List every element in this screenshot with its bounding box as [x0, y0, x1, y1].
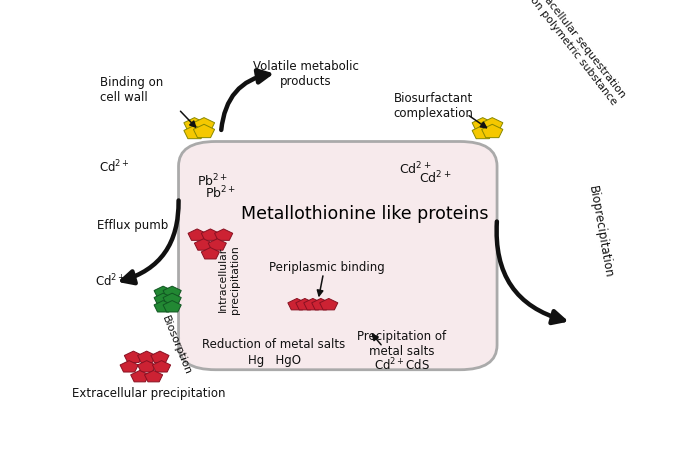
Polygon shape: [193, 125, 214, 138]
Text: Cd$^{2+}$: Cd$^{2+}$: [95, 272, 126, 289]
Polygon shape: [138, 351, 155, 363]
Polygon shape: [288, 299, 306, 310]
Polygon shape: [163, 293, 182, 305]
Polygon shape: [154, 293, 172, 305]
Polygon shape: [124, 351, 142, 363]
Text: Efflux pumb: Efflux pumb: [97, 218, 169, 231]
Text: Biosurfactant
complexation: Biosurfactant complexation: [393, 91, 473, 119]
Polygon shape: [312, 299, 330, 310]
Polygon shape: [163, 287, 182, 298]
Polygon shape: [193, 118, 214, 131]
Text: Hg   HgO: Hg HgO: [247, 353, 301, 366]
Polygon shape: [482, 125, 503, 138]
Polygon shape: [154, 301, 172, 312]
Polygon shape: [320, 299, 338, 310]
Text: Bioprecipitation: Bioprecipitation: [586, 184, 615, 278]
Polygon shape: [184, 118, 205, 131]
Text: Periplasmic binding: Periplasmic binding: [269, 260, 385, 273]
FancyBboxPatch shape: [179, 142, 497, 370]
Polygon shape: [120, 361, 138, 372]
Text: Extracellular sequestration
on polymetric substance: Extracellular sequestration on polymetri…: [521, 0, 627, 107]
Text: Cd$^{2+}$CdS: Cd$^{2+}$CdS: [373, 356, 429, 373]
Text: Pb$^{2+}$: Pb$^{2+}$: [197, 172, 228, 189]
Polygon shape: [303, 299, 322, 310]
Polygon shape: [195, 239, 212, 251]
Text: Extracellular precipitation: Extracellular precipitation: [71, 386, 225, 399]
Text: Precipitation of
metal salts: Precipitation of metal salts: [357, 330, 446, 358]
Polygon shape: [201, 229, 219, 241]
Polygon shape: [296, 299, 314, 310]
Polygon shape: [145, 371, 162, 382]
Polygon shape: [188, 229, 206, 241]
Text: Cd$^{2+}$: Cd$^{2+}$: [99, 158, 129, 175]
Polygon shape: [153, 361, 171, 372]
Polygon shape: [154, 287, 172, 298]
Text: Intracellular
precipitation: Intracellular precipitation: [218, 244, 240, 313]
Polygon shape: [163, 301, 182, 312]
Text: Cd$^{2+}$: Cd$^{2+}$: [419, 170, 451, 186]
Text: Reduction of metal salts: Reduction of metal salts: [203, 337, 346, 350]
Text: Cd$^{2+}$: Cd$^{2+}$: [399, 160, 432, 177]
Text: Pb$^{2+}$: Pb$^{2+}$: [205, 185, 236, 201]
Text: Binding on
cell wall: Binding on cell wall: [101, 76, 164, 104]
Polygon shape: [131, 371, 149, 382]
Polygon shape: [482, 118, 503, 131]
Polygon shape: [151, 351, 169, 363]
Polygon shape: [208, 239, 226, 251]
Text: Biosorption: Biosorption: [160, 314, 192, 376]
Polygon shape: [214, 229, 233, 241]
Text: Metallothionine like proteins: Metallothionine like proteins: [240, 205, 488, 223]
Polygon shape: [472, 126, 493, 139]
Polygon shape: [138, 361, 155, 372]
Polygon shape: [201, 248, 219, 259]
Polygon shape: [184, 126, 205, 139]
Text: Volatile metabolic
products: Volatile metabolic products: [253, 60, 359, 88]
Polygon shape: [472, 118, 493, 131]
